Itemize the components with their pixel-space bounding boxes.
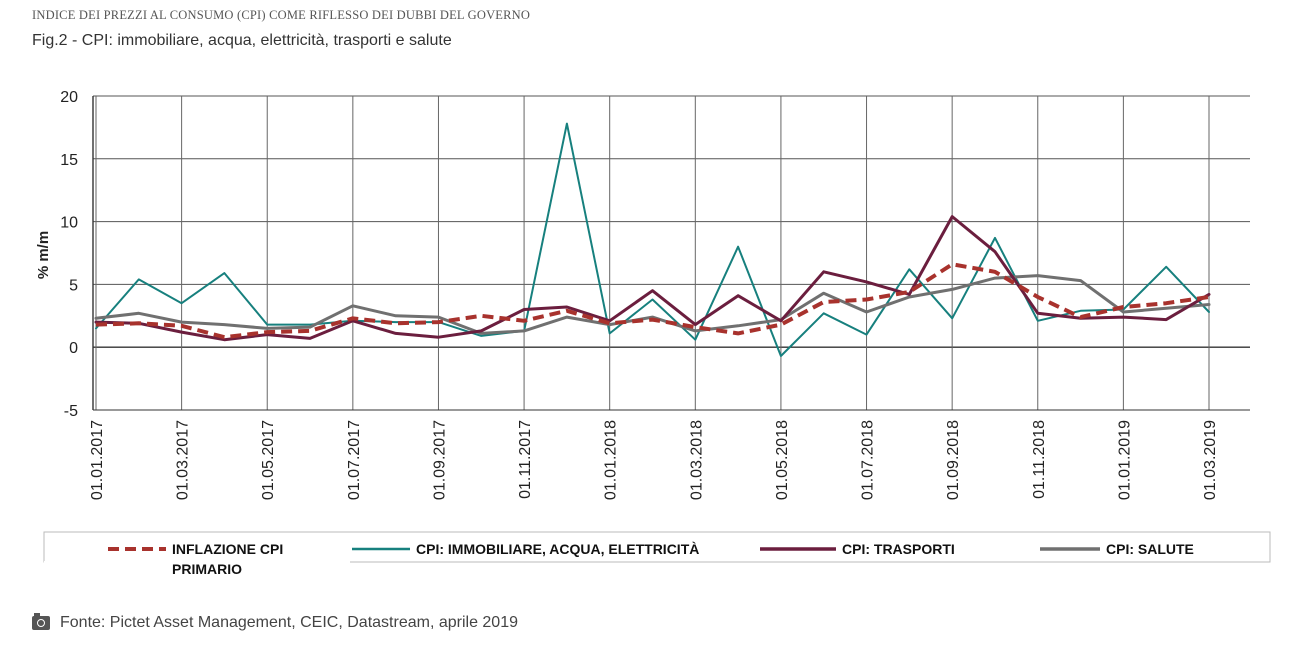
- grid-layer: [93, 95, 1250, 411]
- y-tick-label: -5: [64, 403, 78, 420]
- y-tick-label: 5: [69, 277, 78, 294]
- x-tick-label: 01.07.2017: [346, 420, 363, 500]
- x-tick-label: 01.09.2017: [431, 420, 448, 500]
- x-tick-label: 01.07.2018: [860, 420, 877, 500]
- x-tick-label: 01.11.2018: [1031, 420, 1048, 499]
- legend-label-0: PRIMARIO: [172, 561, 242, 577]
- cpi-line-chart: 20 15 10 5 0 -5 01.01.2017 01.03.2017 01.05.2017…: [35, 89, 1271, 578]
- legend-label-1: CPI: IMMOBILIARE, ACQUA, ELETTRICITÀ: [416, 541, 699, 557]
- y-tick-label: 0: [69, 340, 78, 357]
- legend-label-2: CPI: TRASPORTI: [842, 541, 955, 557]
- camera-icon: [32, 613, 50, 630]
- y-tick-label: 10: [60, 215, 78, 232]
- x-tick-label: 01.05.2017: [260, 420, 277, 500]
- x-tick-label: 01.03.2019: [1202, 420, 1219, 500]
- x-tick-label: 01.05.2018: [774, 420, 791, 500]
- axis-layer: 20 15 10 5 0 -5 01.01.2017 01.03.2017 01.05.2017…: [60, 89, 1250, 500]
- series-line-0: [95, 262, 1210, 340]
- legend-label-0: INFLAZIONE CPI: [172, 541, 283, 557]
- legend: INFLAZIONE CPI PRIMARIO CPI: IMMOBILIARE, …: [43, 531, 1271, 578]
- y-axis-label: % m/m: [35, 231, 52, 279]
- legend-box: [43, 531, 1271, 563]
- series-line-3: [94, 274, 1211, 335]
- x-tick-label: 01.01.2017: [89, 420, 106, 500]
- x-tick-label: 01.11.2017: [517, 420, 534, 499]
- series-layer: [94, 122, 1211, 357]
- x-tick-label: 01.09.2018: [945, 420, 962, 500]
- legend-box-tail: [44, 561, 350, 578]
- x-tick-label: 01.01.2018: [603, 420, 620, 500]
- y-tick-label: 15: [60, 152, 78, 169]
- x-tick-label: 01.03.2017: [175, 420, 192, 500]
- legend-label-3: CPI: SALUTE: [1106, 541, 1194, 557]
- source-text: Fonte: Pictet Asset Management, CEIC, Da…: [60, 614, 518, 631]
- chart-subtitle: Fig.2 - CPI: immobiliare, acqua, elettri…: [32, 32, 452, 49]
- series-line-2: [94, 215, 1211, 342]
- x-tick-label: 01.01.2019: [1116, 420, 1133, 500]
- x-tick-label: 01.03.2018: [688, 420, 705, 500]
- y-tick-label: 20: [60, 89, 78, 106]
- source-note: Fonte: Pictet Asset Management, CEIC, Da…: [32, 613, 518, 632]
- chart-supertitle: INDICE DEI PREZZI AL CONSUMO (CPI) COME …: [32, 8, 531, 22]
